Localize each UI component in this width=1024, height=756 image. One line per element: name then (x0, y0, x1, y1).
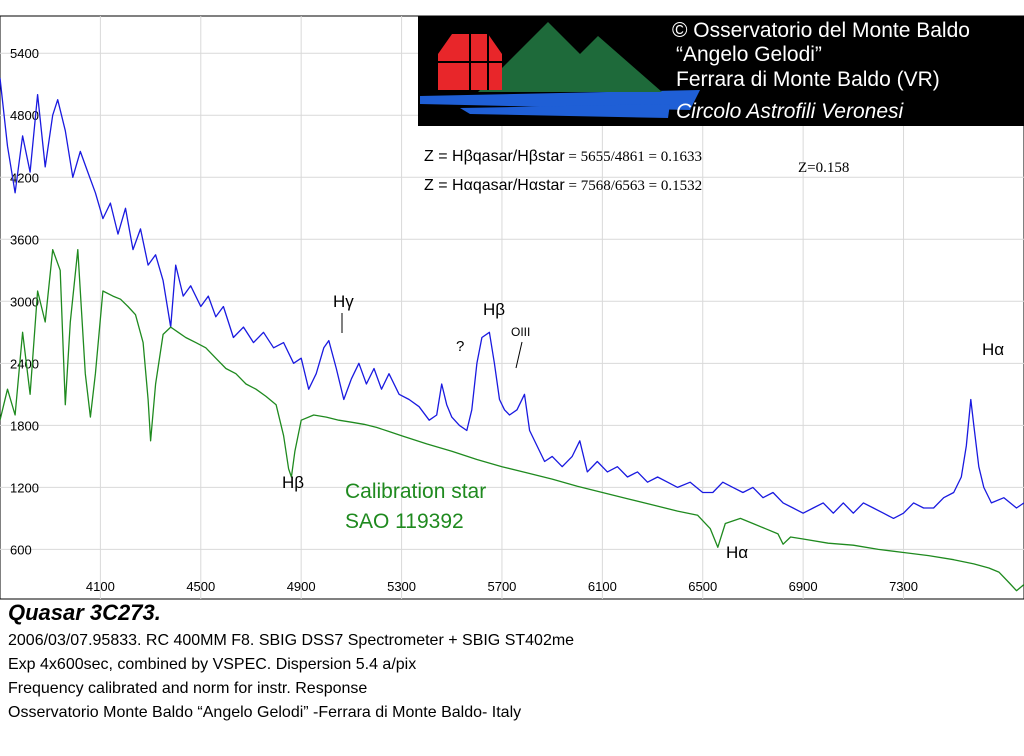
quasar-spectrum-line (0, 77, 1024, 520)
halpha-formula-value: = 7568/6563 = 0.1532 (565, 178, 702, 194)
x-tick-label: 5300 (387, 579, 416, 594)
y-tick-label: 1800 (10, 418, 39, 433)
logo-water-band (460, 104, 670, 118)
y-tick-label: 3000 (10, 294, 39, 309)
calibration-star-id: SAO 119392 (345, 510, 464, 533)
z-result: Z=0.158 (798, 160, 849, 176)
hbeta-formula-ratio: Z = Hβqasar/Hβstar (424, 148, 565, 165)
x-tick-labels: 4100 4500 4900 5300 5700 6100 6500 6900 7300 (86, 579, 918, 594)
calibration-star-label: Calibration star (345, 480, 486, 503)
hgamma-label: Hγ (333, 292, 354, 311)
y-tick-label: 2400 (10, 356, 39, 371)
banner-line-4: Circolo Astrofili Veronesi (676, 100, 905, 123)
logo-mountain (478, 22, 662, 92)
unknown-line-label: ? (456, 338, 464, 355)
halpha-formula-ratio: Z = Hαqasar/Hαstar (424, 177, 565, 194)
caption-line-2: Exp 4x600sec, combined by VSPEC. Dispers… (8, 656, 417, 673)
oiii-marker (515, 341, 523, 369)
x-tick-label: 4900 (287, 579, 316, 594)
hbeta-formula: Z = Hβqasar/Hβstar = 5655/4861 = 0.1633 (424, 148, 702, 165)
banner-line-2: “Angelo Gelodi” (676, 43, 822, 66)
caption-title: Quasar 3C273. (8, 600, 161, 625)
y-tick-label: 4800 (10, 108, 39, 123)
y-tick-label: 600 (10, 542, 32, 557)
oiii-label: OIII (511, 325, 530, 339)
redshift-formulas: Z = Hβqasar/Hβstar = 5655/4861 = 0.1633 … (424, 148, 849, 194)
caption-line-3: Frequency calibrated and norm for instr.… (8, 680, 368, 697)
halpha-star-label: Hα (726, 543, 748, 562)
x-tick-label: 6500 (688, 579, 717, 594)
banner-line-1: © Osservatorio del Monte Baldo (672, 19, 970, 42)
halpha-quasar-label: Hα (982, 340, 1004, 359)
y-tick-labels: 600 1200 1800 2400 3000 3600 4200 4800 5400 (10, 46, 39, 557)
x-tick-label: 4100 (86, 579, 115, 594)
spectrum-chart: 600 1200 1800 2400 3000 3600 4200 4800 5400 4100… (0, 15, 1024, 600)
y-tick-label: 3600 (10, 232, 39, 247)
hbeta-star-label: Hβ (282, 473, 304, 492)
x-tick-label: 6900 (789, 579, 818, 594)
x-tick-label: 4500 (186, 579, 215, 594)
series-lines (0, 77, 1024, 592)
y-tick-label: 5400 (10, 46, 39, 61)
hbeta-quasar-label: Hβ (483, 300, 505, 319)
caption-line-4: Osservatorio Monte Baldo “Angelo Gelodi”… (8, 704, 522, 721)
y-tick-label: 1200 (10, 480, 39, 495)
observatory-logo (420, 22, 700, 118)
banner-line-3: Ferrara di Monte Baldo (VR) (676, 68, 940, 91)
y-tick-label: 4200 (10, 170, 39, 185)
x-tick-label: 6100 (588, 579, 617, 594)
observatory-banner: © Osservatorio del Monte Baldo “Angelo G… (418, 16, 1024, 126)
caption-line-1: 2006/03/07.95833. RC 400MM F8. SBIG DSS7… (8, 632, 575, 649)
halpha-formula: Z = Hαqasar/Hαstar = 7568/6563 = 0.1532 (424, 177, 702, 194)
spectral-line-annotations: Hγ ? Hβ OIII Hα Hβ Hα Calibration star S… (282, 292, 1004, 562)
x-tick-label: 7300 (889, 579, 918, 594)
hbeta-formula-value: = 5655/4861 = 0.1633 (565, 149, 702, 165)
x-tick-label: 5700 (487, 579, 516, 594)
calibration-star-spectrum-line (0, 248, 1024, 592)
